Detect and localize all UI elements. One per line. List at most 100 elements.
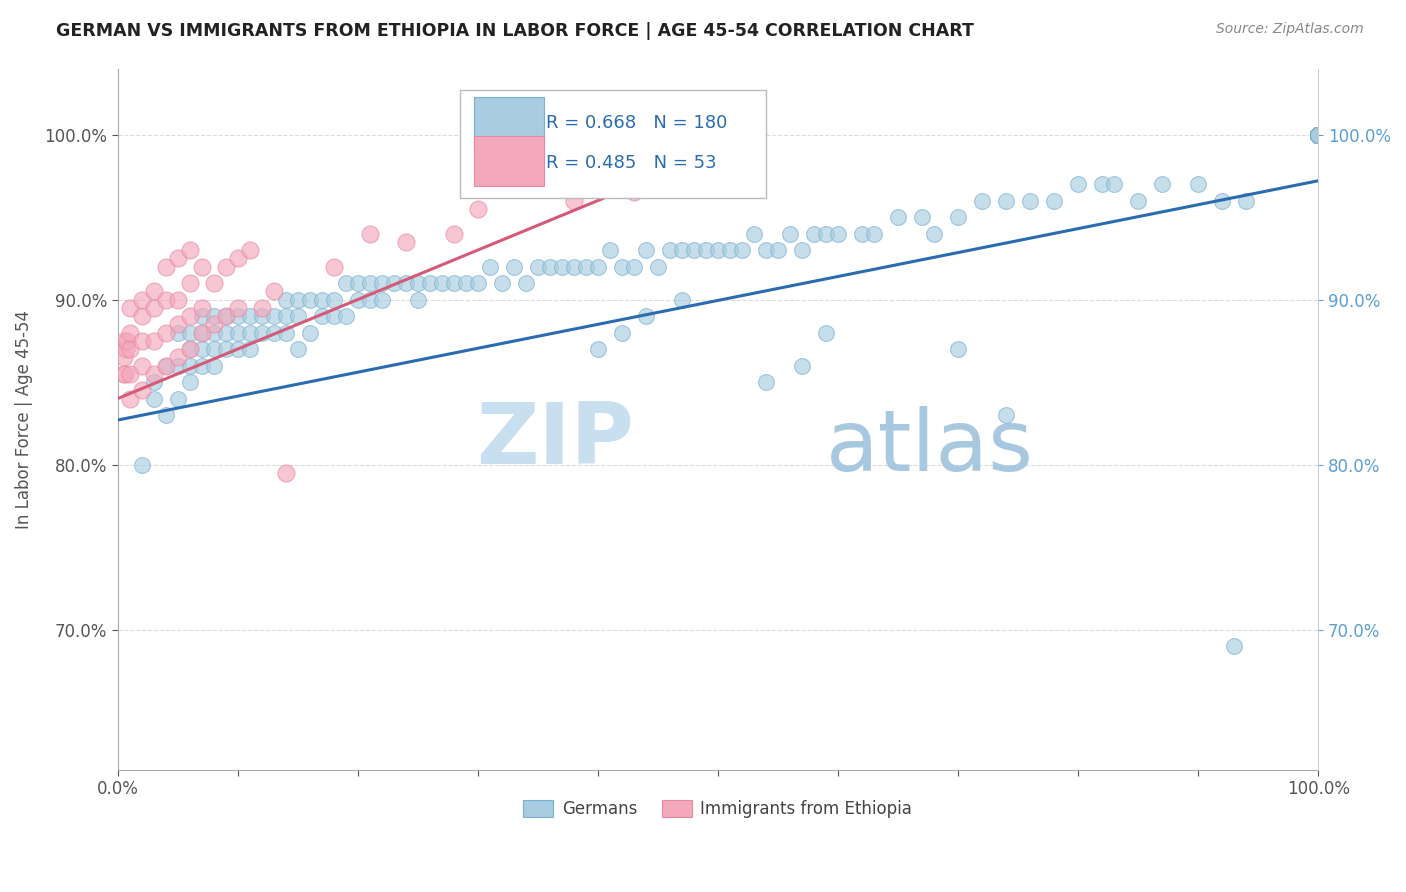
Point	[1308, 128, 1330, 142]
Point	[115, 342, 138, 356]
Point	[142, 375, 165, 389]
Point	[142, 392, 165, 406]
Point	[1308, 128, 1330, 142]
Point	[755, 375, 778, 389]
Point	[239, 326, 262, 340]
Point	[491, 276, 513, 290]
Point	[1308, 128, 1330, 142]
Point	[1308, 128, 1330, 142]
Point	[406, 276, 429, 290]
Point	[718, 243, 741, 257]
Point	[863, 227, 886, 241]
Point	[263, 285, 285, 299]
Point	[274, 293, 297, 307]
Point	[1308, 128, 1330, 142]
Point	[214, 309, 236, 323]
Point	[671, 243, 693, 257]
Point	[131, 334, 153, 348]
Point	[827, 227, 849, 241]
Point	[1308, 128, 1330, 142]
Point	[610, 260, 633, 274]
Point	[887, 210, 910, 224]
Point	[298, 293, 321, 307]
Point	[395, 276, 418, 290]
Point	[575, 260, 598, 274]
Point	[1308, 128, 1330, 142]
Point	[250, 326, 273, 340]
Point	[1308, 128, 1330, 142]
Point	[1308, 128, 1330, 142]
Point	[155, 326, 177, 340]
Point	[1019, 194, 1042, 208]
Point	[683, 243, 706, 257]
Point	[1308, 128, 1330, 142]
Point	[214, 260, 236, 274]
Point	[454, 276, 477, 290]
Point	[311, 309, 333, 323]
Point	[790, 243, 813, 257]
Point	[1308, 128, 1330, 142]
Point	[166, 293, 188, 307]
Point	[1308, 128, 1330, 142]
Point	[995, 408, 1018, 422]
Point	[1308, 128, 1330, 142]
Point	[1308, 128, 1330, 142]
Point	[166, 351, 188, 365]
Point	[406, 293, 429, 307]
Point	[562, 260, 585, 274]
Point	[1308, 128, 1330, 142]
Point	[1308, 128, 1330, 142]
Point	[155, 260, 177, 274]
Point	[166, 392, 188, 406]
Point	[1223, 639, 1246, 653]
Point	[1308, 128, 1330, 142]
Point	[226, 252, 249, 266]
FancyBboxPatch shape	[474, 136, 544, 186]
Point	[239, 243, 262, 257]
Point	[922, 227, 945, 241]
Point	[263, 326, 285, 340]
Text: atlas: atlas	[825, 406, 1033, 489]
Point	[970, 194, 993, 208]
Point	[322, 293, 344, 307]
Point	[395, 235, 418, 249]
Text: R = 0.668   N = 180: R = 0.668 N = 180	[546, 114, 727, 132]
Point	[190, 326, 212, 340]
Point	[790, 359, 813, 373]
Point	[623, 260, 645, 274]
Point	[1308, 128, 1330, 142]
Point	[1308, 128, 1330, 142]
Point	[112, 351, 135, 365]
Point	[995, 194, 1018, 208]
Point	[1234, 194, 1257, 208]
Point	[1308, 128, 1330, 142]
Point	[202, 309, 225, 323]
Point	[562, 194, 585, 208]
Text: R = 0.485   N = 53: R = 0.485 N = 53	[546, 153, 717, 171]
Point	[1308, 128, 1330, 142]
FancyBboxPatch shape	[460, 89, 766, 198]
Point	[647, 260, 669, 274]
Point	[755, 243, 778, 257]
Point	[274, 466, 297, 480]
Point	[155, 359, 177, 373]
Point	[526, 260, 548, 274]
Point	[370, 276, 392, 290]
Point	[1128, 194, 1150, 208]
Point	[142, 334, 165, 348]
Point	[1308, 128, 1330, 142]
Text: Source: ZipAtlas.com: Source: ZipAtlas.com	[1216, 22, 1364, 37]
Point	[515, 177, 537, 191]
Point	[1308, 128, 1330, 142]
Point	[731, 243, 754, 257]
Point	[803, 227, 825, 241]
Point	[202, 318, 225, 332]
Point	[946, 210, 969, 224]
Point	[586, 260, 609, 274]
Point	[671, 293, 693, 307]
Point	[287, 293, 309, 307]
Point	[1308, 128, 1330, 142]
Point	[1308, 128, 1330, 142]
Point	[179, 375, 201, 389]
Point	[1308, 128, 1330, 142]
